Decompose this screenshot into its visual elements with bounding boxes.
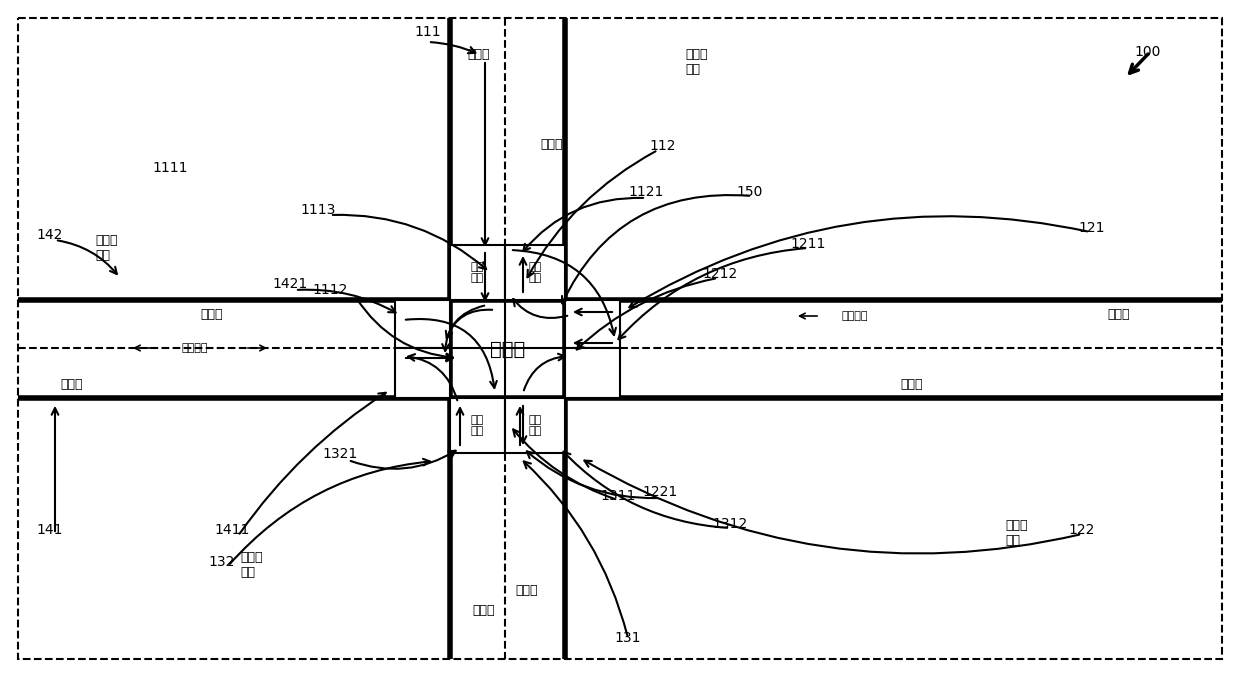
Bar — [396, 348, 450, 398]
Text: 1411: 1411 — [215, 523, 249, 537]
Text: 131: 131 — [615, 631, 641, 645]
Text: 人行
横道: 人行 横道 — [471, 262, 484, 283]
Bar — [565, 300, 620, 348]
Bar — [505, 398, 565, 453]
Text: 入口道: 入口道 — [1107, 307, 1130, 320]
Text: 1111: 1111 — [153, 161, 187, 175]
Bar — [396, 300, 450, 348]
Text: 1321: 1321 — [322, 447, 357, 461]
Text: 122: 122 — [1069, 523, 1095, 537]
Text: 人行
横道: 人行 横道 — [471, 415, 484, 436]
Text: 142: 142 — [37, 228, 63, 242]
Text: 车道分
隔线: 车道分 隔线 — [1004, 519, 1028, 547]
Text: 人行
横道: 人行 横道 — [528, 262, 542, 283]
Text: 141: 141 — [37, 523, 63, 537]
Text: 111: 111 — [414, 25, 441, 39]
Text: 人行
横道: 人行 横道 — [528, 415, 542, 436]
Text: 150: 150 — [737, 185, 763, 199]
Text: 直行车道: 直行车道 — [842, 311, 868, 321]
Text: 121: 121 — [1079, 221, 1105, 235]
Text: 100: 100 — [1135, 45, 1161, 59]
Text: 1112: 1112 — [312, 283, 347, 297]
Text: 入口道: 入口道 — [515, 584, 537, 596]
Text: 1121: 1121 — [629, 185, 663, 199]
Text: 1221: 1221 — [642, 485, 677, 499]
Text: 出口道: 出口道 — [539, 139, 563, 152]
Text: 车道分
隔线: 车道分 隔线 — [241, 551, 263, 579]
Text: 车道分
隔线: 车道分 隔线 — [95, 234, 118, 262]
Text: 1211: 1211 — [790, 237, 826, 251]
Text: 1312: 1312 — [712, 517, 748, 531]
Text: 入口道: 入口道 — [467, 49, 490, 62]
Text: 112: 112 — [650, 139, 676, 153]
Text: 1311: 1311 — [600, 489, 636, 503]
Bar — [450, 398, 505, 453]
Text: 入口道: 入口道 — [60, 378, 83, 391]
Text: 132: 132 — [208, 555, 236, 569]
Text: 1212: 1212 — [702, 267, 738, 281]
Text: 出口道: 出口道 — [472, 603, 495, 617]
Text: 1113: 1113 — [300, 203, 336, 217]
Text: 车道分
隔线: 车道分 隔线 — [684, 48, 708, 76]
Text: 路口区: 路口区 — [490, 339, 525, 359]
Text: 出口道: 出口道 — [900, 378, 923, 391]
Bar — [505, 245, 565, 300]
Text: 直行车道: 直行车道 — [182, 343, 208, 353]
Bar — [565, 348, 620, 398]
Text: 出口道: 出口道 — [200, 307, 222, 320]
Text: 1421: 1421 — [273, 277, 308, 291]
Bar — [450, 245, 505, 300]
